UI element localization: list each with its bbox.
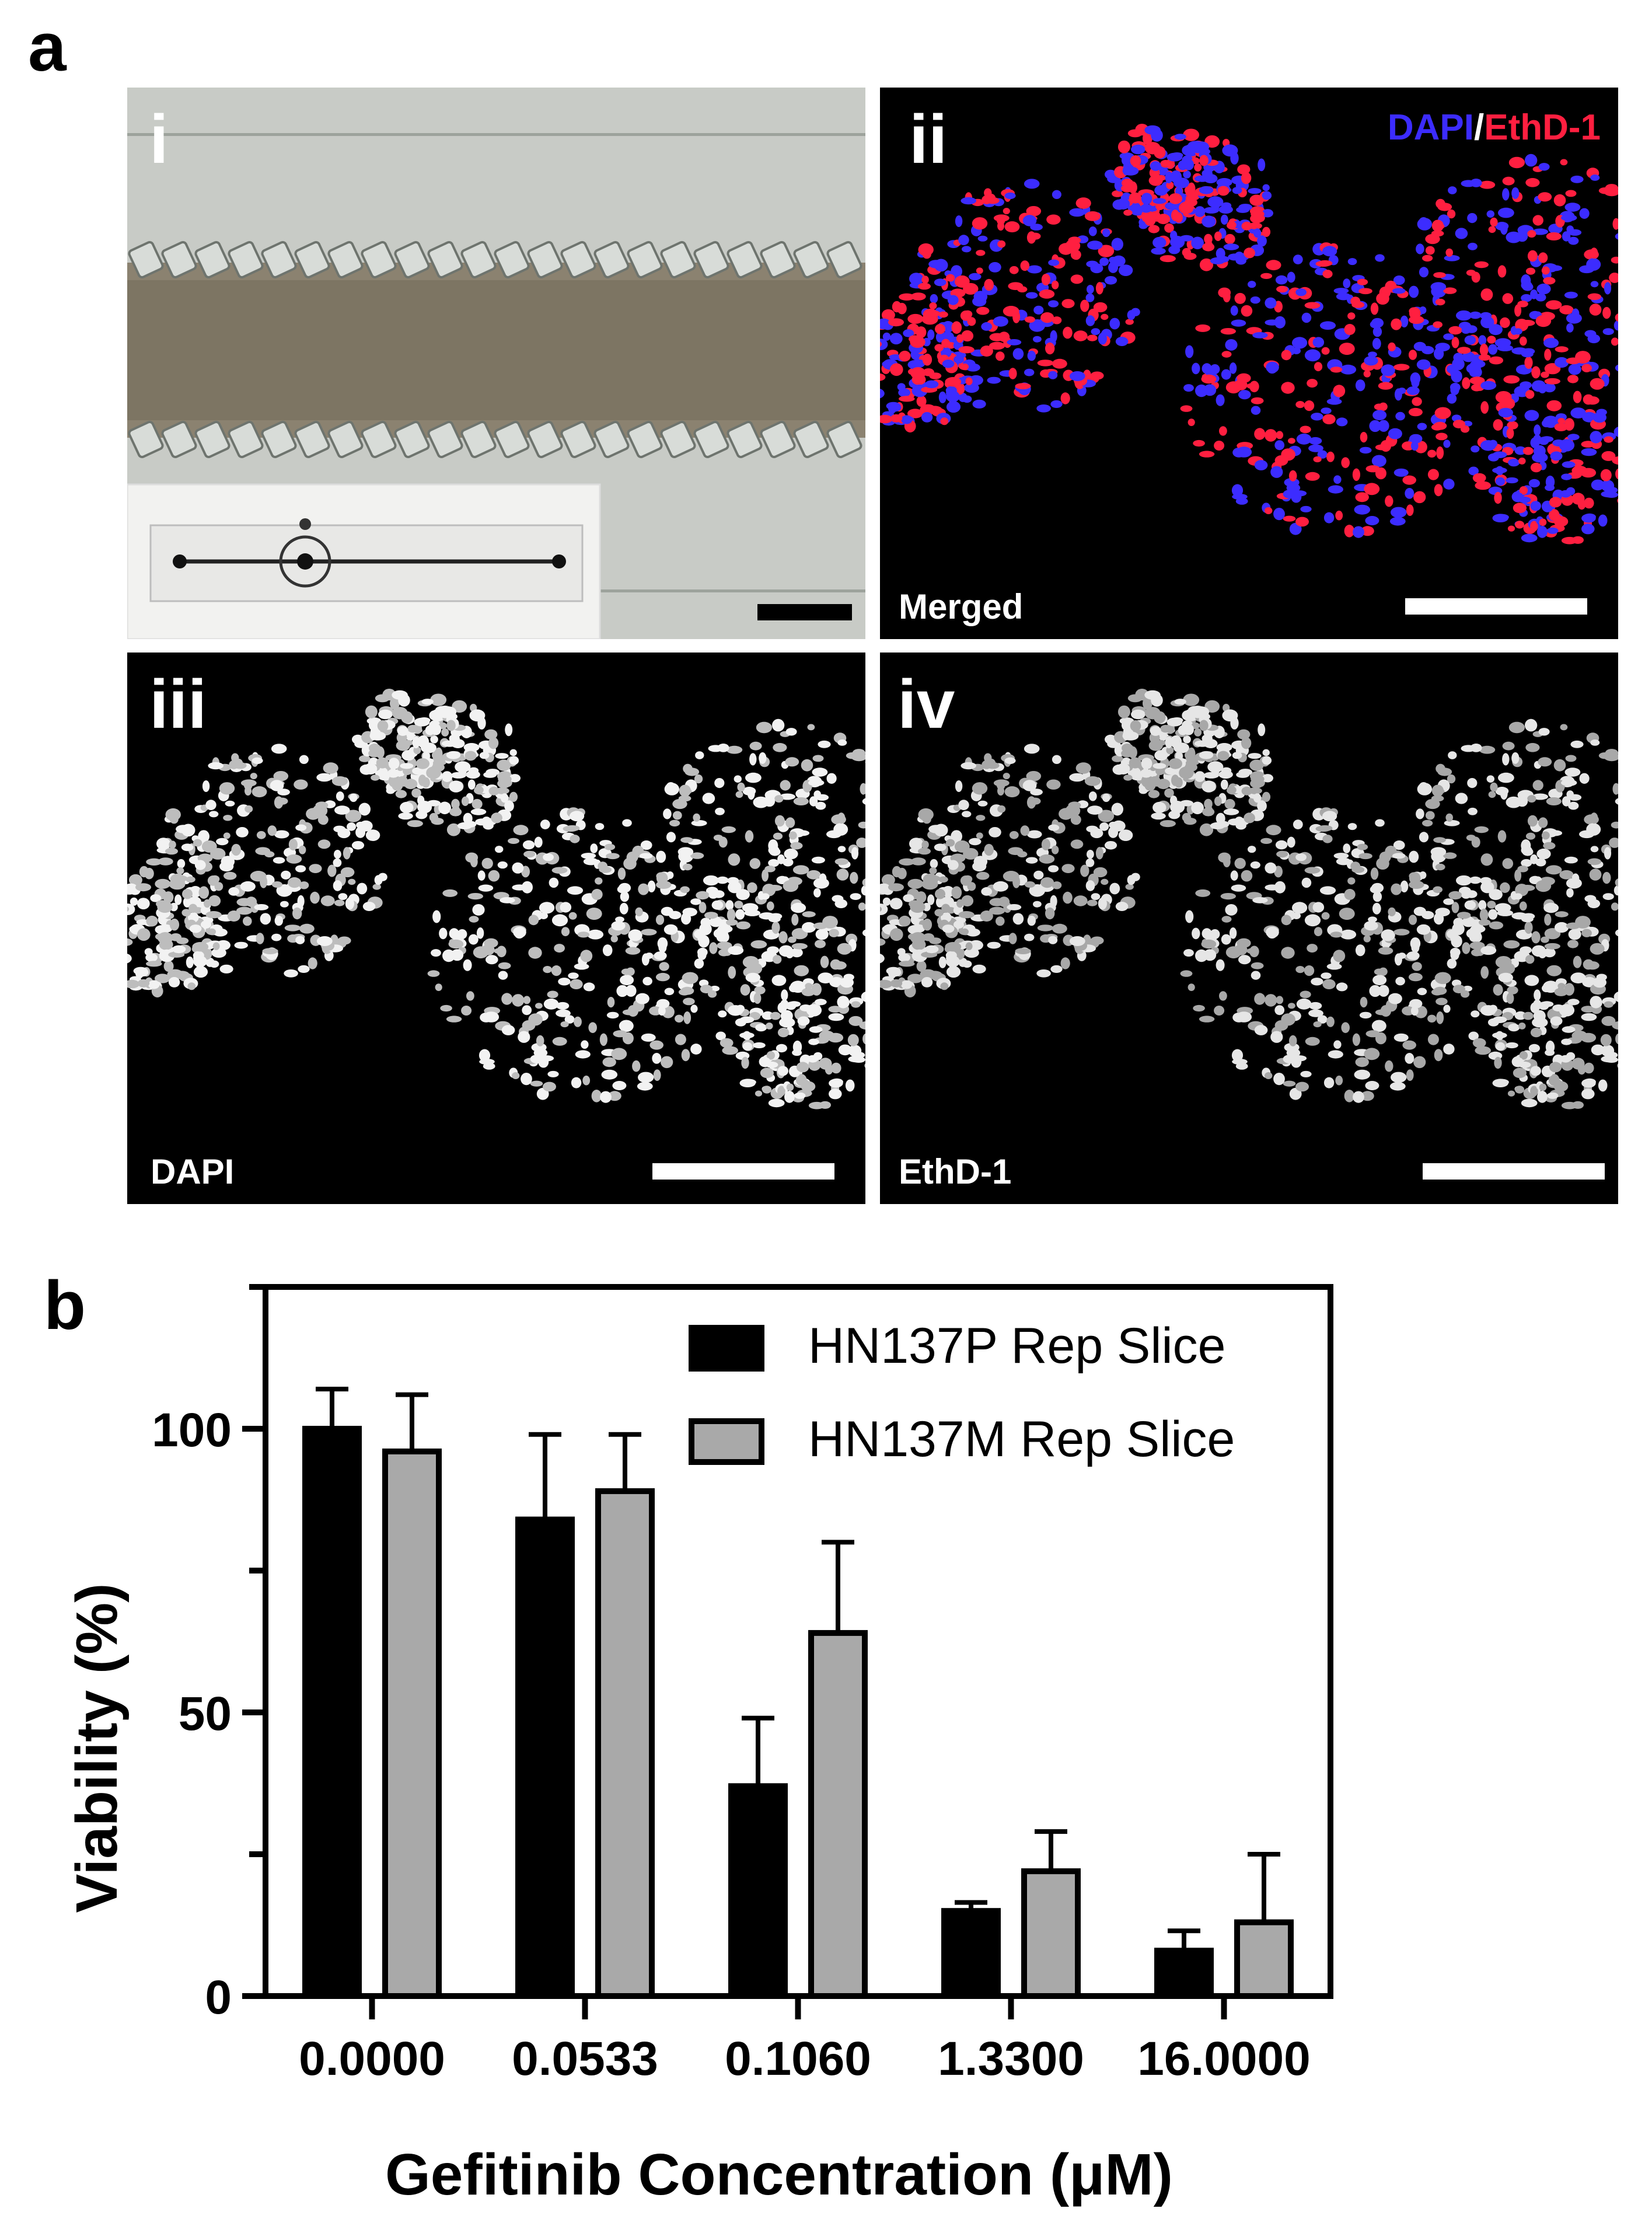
bar-hn137m-3 xyxy=(1021,1868,1081,1999)
legend-ethd: EthD-1 xyxy=(1484,107,1601,148)
panel-ii-numeral: ii xyxy=(909,101,948,178)
x-tick-label-0: 0.0000 xyxy=(299,2032,445,2085)
panel-i-numeral: i xyxy=(149,101,169,178)
panel-letter-b: b xyxy=(44,1267,86,1344)
x-tick-label-2: 0.1060 xyxy=(725,2032,871,2085)
panel-ii-legend: DAPI/EthD-1 xyxy=(1388,110,1601,146)
panel-ii-caption: Merged xyxy=(899,587,1024,626)
legend-swatch-0 xyxy=(689,1325,764,1372)
bar-hn137m-0 xyxy=(382,1448,442,1999)
x-tick-label-3: 1.3300 xyxy=(938,2032,1084,2085)
panel-i-scalebar xyxy=(757,604,852,620)
x-tick-label-1: 0.0533 xyxy=(512,2032,658,2085)
panel-iii-scalebar xyxy=(652,1163,834,1180)
panel-iv-scalebar xyxy=(1423,1163,1605,1180)
legend-dapi: DAPI xyxy=(1387,107,1474,148)
bar-hn137p-2 xyxy=(728,1783,788,2000)
bar-hn137p-4 xyxy=(1154,1948,1214,1999)
legend-label-0: HN137P Rep Slice xyxy=(808,1318,1225,1374)
y-tick-label-100: 100 xyxy=(152,1404,232,1457)
bar-hn137p-0 xyxy=(302,1426,362,1999)
panel-ii-merged: ii DAPI/EthD-1 Merged xyxy=(880,88,1618,639)
y-tick-label-50: 50 xyxy=(179,1687,232,1740)
panel-iii-dapi: iii DAPI xyxy=(127,653,865,1204)
panel-i-brightfield: i xyxy=(127,88,865,639)
panel-iii-numeral: iii xyxy=(149,666,207,743)
bar-hn137m-2 xyxy=(808,1630,868,1999)
panel-iii-caption: DAPI xyxy=(151,1152,235,1191)
viability-bar-chart: 0 50 100 0.0000 0.0533 0.1060 1.3300 16.0000 HN… xyxy=(64,1284,1333,2207)
panel-iv-ethd: iv EthD-1 xyxy=(880,653,1618,1204)
panel-letter-a: a xyxy=(28,9,67,86)
legend-separator: / xyxy=(1473,107,1485,148)
chart-x-axis-label: Gefitinib Concentration (μM) xyxy=(385,2142,1173,2207)
bar-hn137p-1 xyxy=(515,1516,575,1999)
panel-iv-numeral: iv xyxy=(897,666,955,743)
panel-iv-caption: EthD-1 xyxy=(899,1152,1012,1191)
chart-y-axis-label: Viability (%) xyxy=(64,1583,130,1913)
x-tick-label-4: 16.0000 xyxy=(1137,2032,1310,2085)
bar-hn137p-3 xyxy=(941,1908,1001,1999)
legend-swatch-1 xyxy=(689,1418,764,1465)
bar-hn137m-4 xyxy=(1234,1919,1294,1999)
panel-ii-scalebar xyxy=(1405,598,1587,615)
legend-label-1: HN137M Rep Slice xyxy=(808,1411,1235,1467)
bar-hn137m-1 xyxy=(595,1488,655,1999)
y-tick-label-0: 0 xyxy=(205,1971,232,2024)
